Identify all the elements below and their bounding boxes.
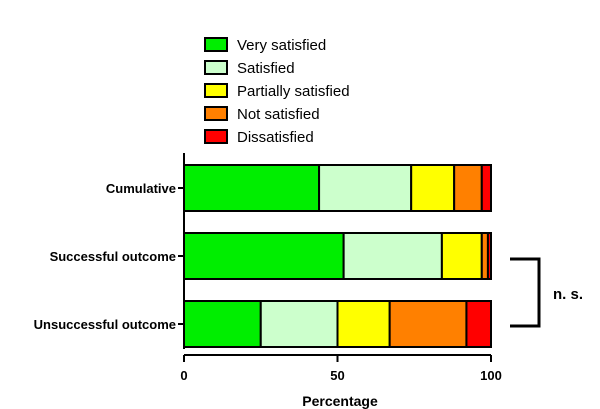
category-label-unsuccessful-outcome: Unsuccessful outcome bbox=[34, 317, 176, 332]
bar-cumulative-partially-satisfied bbox=[410, 164, 456, 212]
x-tick-label-0: 0 bbox=[180, 368, 187, 383]
bar-unsuccessful-outcome-partially-satisfied bbox=[336, 300, 391, 348]
significance-label: n. s. bbox=[553, 286, 583, 303]
legend-label-not-satisfied: Not satisfied bbox=[237, 106, 320, 123]
bar-unsuccessful-outcome-satisfied bbox=[259, 300, 339, 348]
legend-swatch-partially-satisfied bbox=[204, 83, 228, 98]
bar-successful-outcome-satisfied bbox=[342, 232, 443, 280]
x-tick-label-50: 50 bbox=[330, 368, 344, 383]
legend-swatch-satisfied bbox=[204, 60, 228, 75]
bar-cumulative-very-satisfied bbox=[183, 164, 321, 212]
category-label-cumulative: Cumulative bbox=[106, 181, 176, 196]
legend-swatch-not-satisfied bbox=[204, 106, 228, 121]
bar-unsuccessful-outcome-dissatisfied bbox=[465, 300, 493, 348]
category-label-successful-outcome: Successful outcome bbox=[50, 249, 176, 264]
legend-label-dissatisfied: Dissatisfied bbox=[237, 129, 314, 146]
category-labels: Cumulative Successful outcome Unsuccessful… bbox=[34, 181, 184, 332]
bars bbox=[183, 164, 493, 348]
bar-cumulative-dissatisfied bbox=[480, 164, 493, 212]
bar-unsuccessful-outcome-not-satisfied bbox=[388, 300, 468, 348]
bar-cumulative-satisfied bbox=[318, 164, 413, 212]
legend-label-satisfied: Satisfied bbox=[237, 60, 295, 77]
legend-swatch-very-satisfied bbox=[204, 37, 228, 52]
legend-swatch-dissatisfied bbox=[204, 129, 228, 144]
x-tick-label-100: 100 bbox=[480, 368, 502, 383]
bar-successful-outcome-dissatisfied bbox=[486, 232, 492, 280]
bar-unsuccessful-outcome-very-satisfied bbox=[183, 300, 262, 348]
x-axis-title: Percentage bbox=[302, 393, 378, 409]
legend-label-very-satisfied: Very satisfied bbox=[237, 37, 326, 54]
bar-successful-outcome-very-satisfied bbox=[183, 232, 345, 280]
legend-label-partially-satisfied: Partially satisfied bbox=[237, 83, 350, 100]
bracket-line bbox=[510, 257, 541, 328]
bar-cumulative-not-satisfied bbox=[453, 164, 483, 212]
x-ticks: 0 50 100 bbox=[180, 355, 502, 383]
significance-bracket: n. s. bbox=[510, 257, 583, 328]
legend: Very satisfied Satisfied Partially satisfi… bbox=[204, 37, 350, 146]
bar-successful-outcome-partially-satisfied bbox=[440, 232, 483, 280]
